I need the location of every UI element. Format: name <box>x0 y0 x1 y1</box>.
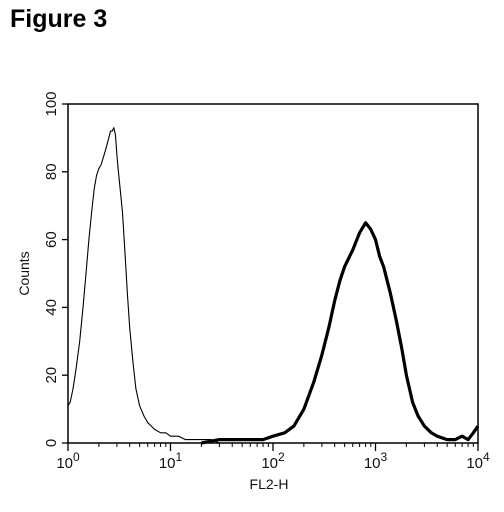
x-axis-ticks: 100 101 102 103 104 <box>56 443 490 472</box>
y-tick-label: 0 <box>43 439 60 447</box>
y-tick-label: 20 <box>43 367 60 384</box>
y-tick-label: 100 <box>43 91 60 116</box>
x-tick-label: 104 <box>466 450 490 472</box>
x-tick-label: 100 <box>56 450 80 472</box>
y-tick-label: 80 <box>43 163 60 180</box>
plot-area <box>67 103 479 444</box>
x-tick-label: 103 <box>364 450 388 472</box>
figure-title: Figure 3 <box>10 5 108 33</box>
y-axis-label: Counts <box>16 251 32 295</box>
x-tick-label: 101 <box>159 450 183 472</box>
x-tick-label: 102 <box>261 450 285 472</box>
y-tick-label: 40 <box>43 299 60 316</box>
series-layer <box>67 127 480 445</box>
histogram-series-thin <box>67 127 220 444</box>
histogram-series-thick <box>201 221 480 445</box>
y-tick-label: 60 <box>43 231 60 248</box>
plot-frame <box>67 103 479 444</box>
y-axis-ticks: 0 20 40 60 80 100 <box>43 91 68 447</box>
x-axis-label: FL2-H <box>250 476 289 492</box>
